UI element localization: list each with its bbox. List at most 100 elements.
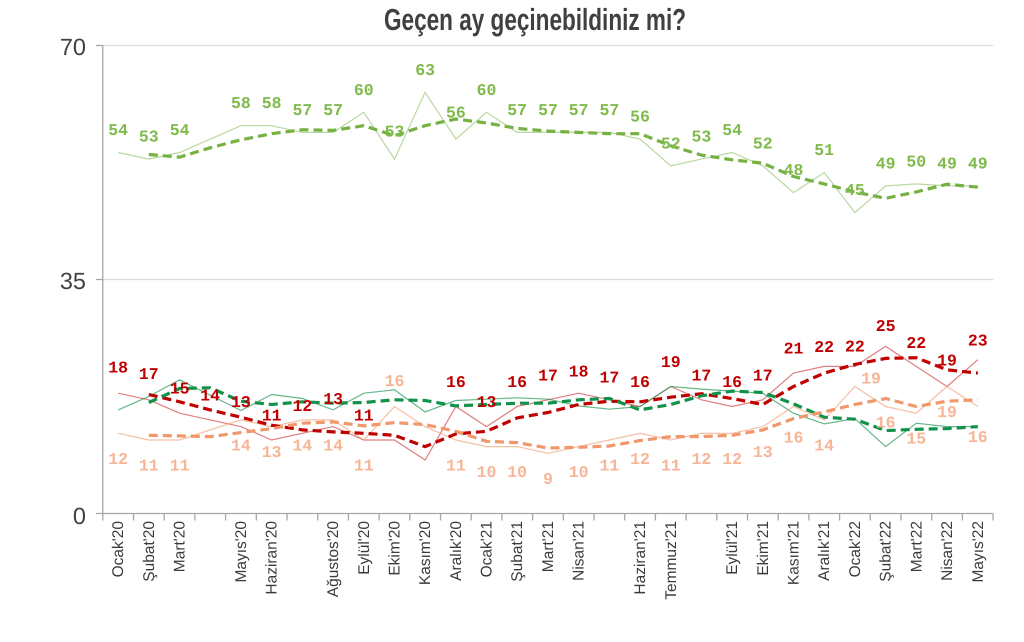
svg-text:11: 11	[354, 407, 374, 426]
svg-text:Mayıs'22: Mayıs'22	[970, 521, 987, 583]
svg-text:Kasım'20: Kasım'20	[417, 521, 434, 586]
svg-text:Aralık'20: Aralık'20	[448, 521, 465, 581]
svg-text:17: 17	[538, 366, 558, 385]
svg-text:13: 13	[323, 390, 343, 409]
svg-text:17: 17	[599, 368, 619, 387]
svg-text:49: 49	[937, 154, 957, 173]
svg-text:11: 11	[262, 407, 282, 426]
svg-text:11: 11	[599, 457, 619, 476]
svg-text:Mart'21: Mart'21	[540, 521, 557, 572]
svg-text:16: 16	[507, 373, 527, 392]
svg-text:16: 16	[876, 413, 896, 432]
svg-text:16: 16	[968, 428, 988, 447]
svg-text:10: 10	[477, 463, 497, 482]
svg-text:16: 16	[784, 429, 804, 448]
svg-text:57: 57	[569, 101, 589, 120]
svg-text:Haziran'21: Haziran'21	[632, 521, 649, 595]
svg-text:54: 54	[722, 121, 742, 140]
svg-text:13: 13	[231, 393, 251, 412]
svg-text:11: 11	[139, 457, 159, 476]
svg-text:60: 60	[477, 81, 497, 100]
svg-text:58: 58	[262, 94, 282, 113]
svg-text:18: 18	[569, 363, 589, 382]
svg-text:15: 15	[906, 430, 926, 449]
svg-text:53: 53	[691, 128, 711, 147]
svg-text:Haziran'20: Haziran'20	[264, 521, 281, 595]
svg-text:Şubat'20: Şubat'20	[141, 521, 158, 582]
svg-text:Aralık'21: Aralık'21	[816, 521, 833, 581]
svg-text:10: 10	[569, 463, 589, 482]
svg-text:0: 0	[73, 503, 86, 529]
svg-text:14: 14	[292, 436, 312, 455]
svg-text:13: 13	[477, 393, 497, 412]
svg-text:16: 16	[446, 373, 466, 392]
svg-text:Ekim'20: Ekim'20	[387, 521, 404, 576]
svg-text:18: 18	[108, 359, 128, 378]
svg-text:Mart'22: Mart'22	[908, 521, 925, 572]
svg-text:17: 17	[753, 366, 773, 385]
svg-text:Mayıs'20: Mayıs'20	[233, 521, 250, 583]
svg-text:56: 56	[446, 104, 466, 123]
svg-text:16: 16	[722, 373, 742, 392]
svg-text:45: 45	[845, 181, 865, 200]
svg-text:22: 22	[845, 337, 865, 356]
svg-text:Nisan'22: Nisan'22	[939, 521, 956, 581]
svg-text:12: 12	[722, 450, 742, 469]
svg-text:Ocak'21: Ocak'21	[479, 521, 496, 577]
svg-text:56: 56	[630, 108, 650, 127]
svg-text:19: 19	[937, 403, 957, 422]
svg-text:Kasım'21: Kasım'21	[786, 521, 803, 585]
svg-text:Geçen ay geçinebildiniz mi?: Geçen ay geçinebildiniz mi?	[384, 3, 686, 37]
svg-text:14: 14	[200, 386, 220, 405]
svg-text:57: 57	[538, 101, 558, 120]
svg-text:13: 13	[262, 443, 282, 462]
svg-text:63: 63	[415, 61, 435, 80]
svg-text:19: 19	[661, 353, 681, 372]
svg-text:52: 52	[753, 134, 773, 153]
svg-text:12: 12	[691, 450, 711, 469]
svg-text:54: 54	[108, 121, 128, 140]
svg-text:21: 21	[784, 340, 804, 359]
svg-text:50: 50	[906, 152, 926, 171]
svg-text:Nisan'21: Nisan'21	[571, 521, 588, 581]
svg-text:12: 12	[108, 450, 128, 469]
svg-text:60: 60	[354, 81, 374, 100]
svg-text:12: 12	[292, 397, 312, 416]
svg-text:Temmuz'21: Temmuz'21	[663, 521, 680, 600]
svg-text:49: 49	[968, 154, 988, 173]
svg-text:16: 16	[630, 373, 650, 392]
svg-text:11: 11	[170, 457, 190, 476]
svg-text:Eylül'21: Eylül'21	[724, 521, 741, 575]
svg-text:22: 22	[814, 338, 834, 357]
svg-text:Ocak'22: Ocak'22	[847, 521, 864, 577]
svg-text:14: 14	[231, 436, 251, 455]
svg-text:11: 11	[661, 457, 681, 476]
svg-text:49: 49	[876, 154, 896, 173]
svg-text:70: 70	[60, 34, 86, 60]
svg-text:16: 16	[385, 372, 405, 391]
svg-text:48: 48	[784, 161, 804, 180]
svg-text:11: 11	[354, 457, 374, 476]
svg-text:Eylül'20: Eylül'20	[356, 521, 373, 575]
svg-text:12: 12	[630, 450, 650, 469]
svg-text:Mart'20: Mart'20	[172, 521, 189, 573]
svg-text:Ocak'20: Ocak'20	[110, 521, 127, 578]
svg-text:57: 57	[323, 101, 343, 120]
svg-text:52: 52	[661, 134, 681, 153]
svg-text:Şubat'21: Şubat'21	[509, 521, 526, 582]
svg-text:14: 14	[323, 436, 343, 455]
svg-text:19: 19	[861, 370, 881, 389]
svg-text:35: 35	[60, 268, 86, 294]
svg-text:10: 10	[507, 463, 527, 482]
svg-text:53: 53	[385, 123, 405, 142]
svg-text:23: 23	[968, 332, 988, 351]
svg-text:Ekim'21: Ekim'21	[755, 521, 772, 576]
svg-text:17: 17	[691, 366, 711, 385]
svg-text:14: 14	[814, 436, 834, 455]
svg-text:19: 19	[937, 352, 957, 371]
svg-text:54: 54	[170, 121, 190, 140]
svg-text:17: 17	[139, 365, 159, 384]
svg-text:13: 13	[753, 443, 773, 462]
svg-text:25: 25	[876, 317, 896, 336]
svg-text:11: 11	[446, 457, 466, 476]
